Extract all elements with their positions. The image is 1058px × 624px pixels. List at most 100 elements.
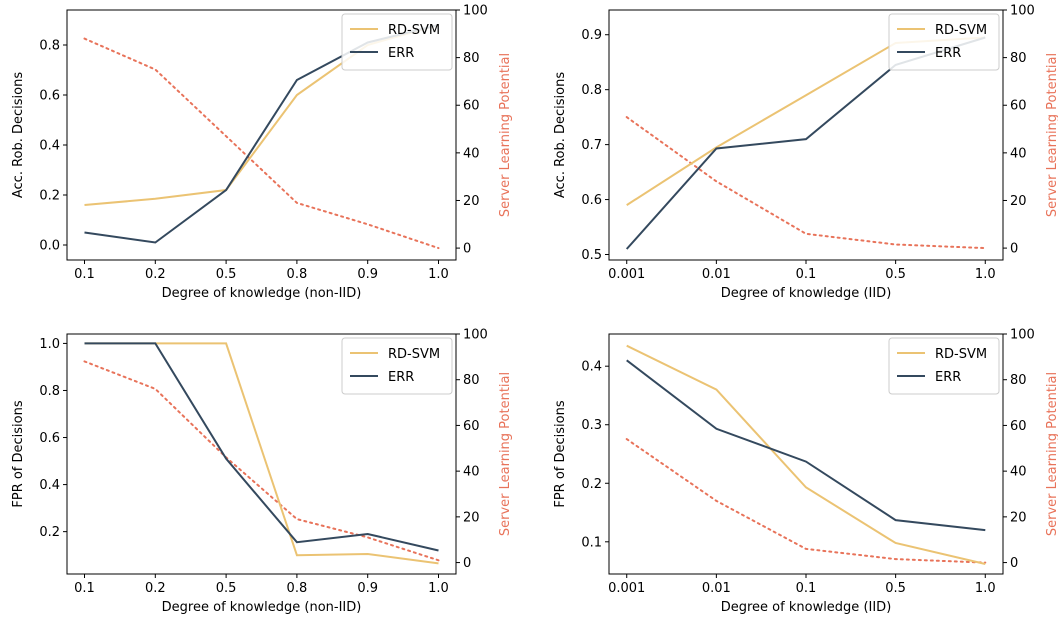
y-axis-label: Acc. Rob. Decisions — [553, 72, 568, 198]
y2-tick-label: 80 — [463, 51, 480, 66]
y2-tick-label: 20 — [1010, 510, 1027, 525]
x-tick-label: 0.5 — [885, 267, 906, 282]
y2-axis-label: Server Learning Potential — [1045, 372, 1058, 536]
y-tick-label: 0.2 — [581, 477, 602, 492]
y-tick-label: 0.9 — [581, 28, 602, 43]
plot-frame — [66, 333, 457, 575]
y-tick-label: 0.6 — [39, 89, 60, 104]
x-tick-label: 1.0 — [975, 267, 996, 282]
x-tick-label: 0.1 — [796, 581, 817, 596]
legend: RD-SVM ERR — [888, 337, 1000, 395]
x-tick-label: 0.2 — [145, 267, 166, 282]
y-axis-label: Acc. Rob. Decisions — [11, 72, 26, 198]
y-axis-label: FPR of Decisions — [553, 400, 568, 507]
y-tick-label: 0.2 — [39, 525, 60, 540]
x-tick-label: 0.01 — [702, 267, 731, 282]
x-tick-label: 0.9 — [357, 267, 378, 282]
y2-tick-label: 80 — [1010, 373, 1027, 388]
chart-panel-3: 0.1 0.2 0.5 0.8 0.9 1.0 0.2 0.4 0.6 0.8 1.0 0 20 40 60… — [11, 328, 513, 616]
x-axis-label: Degree of knowledge (IID) — [721, 600, 892, 615]
x-tick-label: 0.1 — [74, 581, 95, 596]
y-tick-label: 0.2 — [39, 189, 60, 204]
legend-label: RD-SVM — [935, 23, 987, 38]
legend-label: RD-SVM — [388, 23, 440, 38]
server-learning-potential-line — [625, 116, 987, 250]
x-tick-label: 0.2 — [145, 581, 166, 596]
y-tick-label: 0.4 — [39, 478, 60, 493]
server-learning-potential-line — [83, 37, 440, 250]
x-tick-label: 0.1 — [74, 267, 95, 282]
err-line — [84, 342, 439, 552]
y-tick-label: 0.5 — [581, 248, 602, 263]
y-tick-label: 0.1 — [581, 535, 602, 550]
y2-axis-label: Server Learning Potential — [1045, 53, 1058, 217]
y2-tick-label: 20 — [1010, 194, 1027, 209]
y2-axis-label: Server Learning Potential — [498, 372, 513, 536]
y2-tick-label: 60 — [463, 419, 480, 434]
x-tick-label: 0.5 — [216, 581, 237, 596]
y2-tick-label: 0 — [1010, 556, 1018, 571]
err-line — [626, 359, 986, 532]
x-axis-label: Degree of knowledge (IID) — [721, 286, 892, 301]
x-axis-label: Degree of knowledge (non-IID) — [162, 600, 362, 615]
x-tick-label: 1.0 — [975, 581, 996, 596]
legend: RD-SVM ERR — [341, 337, 453, 395]
x-tick-label: 0.8 — [287, 267, 308, 282]
y2-tick-label: 40 — [463, 146, 480, 161]
y2-tick-label: 0 — [1010, 242, 1018, 257]
y2-tick-label: 80 — [463, 373, 480, 388]
server-learning-potential-line — [625, 438, 987, 564]
legend-label: ERR — [935, 370, 961, 385]
y-tick-label: 1.0 — [39, 337, 60, 352]
y2-tick-label: 100 — [463, 4, 488, 19]
y2-axis-label: Server Learning Potential — [498, 53, 513, 217]
legend-label: ERR — [388, 370, 414, 385]
legend-label: ERR — [388, 46, 414, 61]
x-tick-label: 0.5 — [885, 581, 906, 596]
y2-tick-label: 60 — [1010, 99, 1027, 114]
y2-tick-label: 20 — [463, 510, 480, 525]
y2-tick-label: 0 — [463, 242, 471, 257]
x-tick-label: 0.1 — [796, 267, 817, 282]
y-tick-label: 0.8 — [581, 83, 602, 98]
y2-tick-label: 40 — [1010, 465, 1027, 480]
x-tick-label: 1.0 — [428, 267, 449, 282]
server-learning-potential-line — [83, 360, 440, 562]
legend: RD-SVM ERR — [888, 13, 1000, 71]
x-tick-label: 0.001 — [608, 581, 645, 596]
x-tick-label: 1.0 — [428, 581, 449, 596]
y-tick-label: 0.4 — [39, 139, 60, 154]
y-tick-label: 0.8 — [39, 39, 60, 54]
x-axis-label: Degree of knowledge (non-IID) — [162, 286, 362, 301]
y2-tick-label: 100 — [463, 328, 488, 343]
x-tick-label: 0.8 — [287, 581, 308, 596]
y-tick-label: 0.8 — [39, 384, 60, 399]
y-tick-label: 0.6 — [581, 193, 602, 208]
y2-tick-label: 0 — [463, 556, 471, 571]
y2-tick-label: 20 — [463, 194, 480, 209]
y2-tick-label: 60 — [463, 99, 480, 114]
chart-panel-4: 0.001 0.01 0.1 0.5 1.0 0.1 0.2 0.3 0.4 0 20 40 60 80 1… — [553, 328, 1058, 616]
x-tick-label: 0.9 — [357, 581, 378, 596]
y-tick-label: 0.3 — [581, 418, 602, 433]
y-tick-label: 0.7 — [581, 138, 602, 153]
y-tick-label: 0.4 — [581, 360, 602, 375]
plot-frame — [66, 9, 457, 261]
x-tick-label: 0.5 — [216, 267, 237, 282]
chart-panel-2: 0.001 0.01 0.1 0.5 1.0 0.5 0.6 0.7 0.8 0.9 0 20 40 60… — [553, 4, 1058, 302]
legend: RD-SVM ERR — [341, 13, 453, 71]
y2-tick-label: 100 — [1010, 328, 1035, 343]
legend-label: ERR — [935, 46, 961, 61]
x-tick-label: 0.001 — [608, 267, 645, 282]
y-axis-label: FPR of Decisions — [11, 400, 26, 507]
x-tick-label: 0.01 — [702, 581, 731, 596]
y2-tick-label: 100 — [1010, 4, 1035, 19]
chart-panel-1: 0.1 0.2 0.5 0.8 0.9 1.0 0.0 0.2 0.4 0.6 0.8 0 20 40 60… — [11, 4, 513, 302]
y2-tick-label: 60 — [1010, 419, 1027, 434]
y2-tick-label: 40 — [1010, 146, 1027, 161]
legend-label: RD-SVM — [388, 347, 440, 362]
rd-svm-line — [626, 344, 986, 565]
y2-tick-label: 80 — [1010, 51, 1027, 66]
y-tick-label: 0.6 — [39, 431, 60, 446]
